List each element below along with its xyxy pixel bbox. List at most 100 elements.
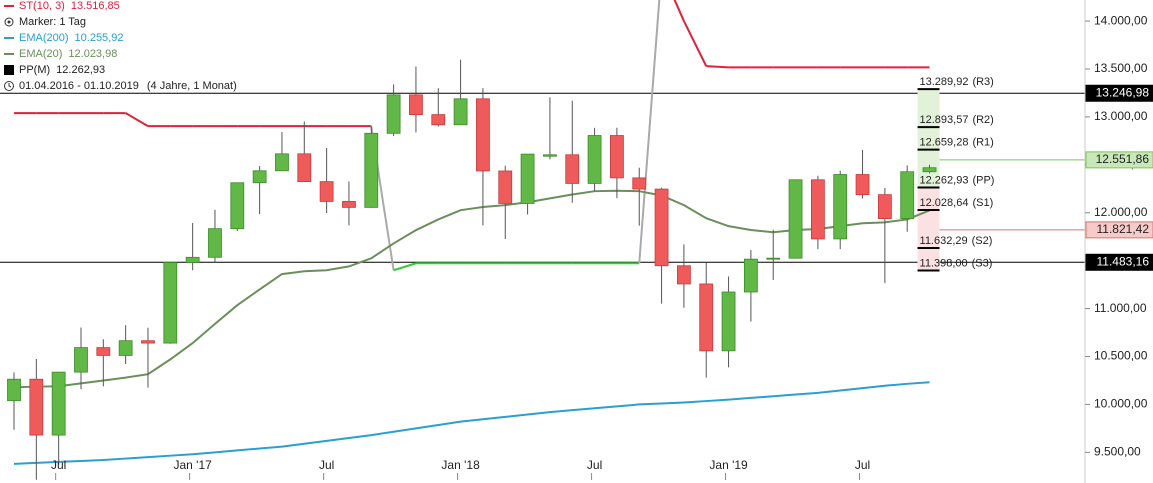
- legend: ST(10, 3) 13.516,85 Marker: 1 Tag EMA(200) 1…: [4, 0, 237, 92]
- y-tick-label: 10.000,00: [1094, 397, 1148, 411]
- candle-body: [409, 94, 423, 116]
- candle-body: [788, 179, 803, 259]
- candle-body: [319, 181, 334, 202]
- legend-value: 13.516,85: [71, 0, 120, 12]
- legend-entry: ST(10, 3) 13.516,85: [19, 0, 120, 12]
- candle-body: [386, 94, 401, 134]
- legend-name: Marker: 1 Tag: [19, 16, 86, 28]
- candle-body: [855, 174, 870, 196]
- legend-value: 12.023,98: [68, 48, 117, 60]
- x-tick-label: Jul: [587, 458, 602, 472]
- candle-body: [74, 347, 88, 373]
- pivot-name: (S2): [972, 235, 993, 247]
- ema-line: [13, 381, 930, 465]
- legend-icon: [4, 81, 14, 91]
- legend-entry: EMA(20) 12.023,98: [19, 48, 117, 60]
- pivot-up-zone: [917, 89, 940, 188]
- x-tick-label: Jan '19: [709, 458, 748, 472]
- candle-body: [587, 135, 602, 184]
- x-tick-label: Jan '18: [441, 458, 480, 472]
- price-box-label: 11.821,42: [1097, 222, 1150, 236]
- legend-name: PP(M): [19, 64, 50, 76]
- plot-area: 13.289,92 (R3)12.893,57 (R2)12.659,28 (R1)1…: [0, 0, 1085, 480]
- candle-body: [431, 114, 446, 126]
- y-tick-label: 14.000,00: [1094, 13, 1148, 27]
- pivot-name: (R2): [972, 114, 993, 126]
- price-box: [1085, 253, 1153, 271]
- candle-body: [453, 98, 468, 126]
- price-box-label: 12.551,86: [1096, 152, 1150, 166]
- pivot-label: 12.028,64 (S1): [920, 197, 994, 209]
- legend-icon: [7, 20, 11, 24]
- x-tick-label: Jul: [319, 458, 334, 472]
- candle-body: [565, 154, 580, 184]
- candle-body: [96, 347, 111, 356]
- candle-body: [141, 340, 155, 344]
- legend-name: EMA(200): [19, 32, 69, 44]
- legend-entry: 01.04.2016 - 01.10.2019 (4 Jahre, 1 Monat…: [19, 80, 237, 92]
- price-box: [1085, 151, 1153, 169]
- candle-body: [654, 188, 669, 267]
- price-box: [1085, 84, 1153, 102]
- candle-body: [743, 258, 758, 293]
- candle-body: [342, 201, 356, 208]
- candle-body: [766, 257, 781, 260]
- candle-body: [51, 371, 66, 436]
- candle-body: [230, 182, 245, 230]
- candle-body: [498, 170, 513, 204]
- pivot-label: 12.893,57 (R2): [920, 114, 994, 126]
- candle-body: [185, 256, 200, 263]
- price-box: [1085, 221, 1153, 239]
- pivot-label: 11.398,00 (S3): [920, 257, 993, 269]
- legend-span: (4 Jahre, 1 Monat): [147, 80, 237, 92]
- pivot-value: 12.028,64: [920, 197, 969, 209]
- candle-body: [877, 194, 892, 219]
- legend-icon: [4, 65, 14, 75]
- legend-value: 12.262,93: [56, 64, 105, 76]
- legend-entry: PP(M) 12.262,93: [19, 64, 105, 76]
- pivot-value: 12.262,93: [920, 174, 969, 186]
- candle-body: [29, 378, 44, 436]
- candle-body: [364, 132, 379, 208]
- x-tick-label: Jan '17: [173, 458, 212, 472]
- supertrend-segment: [683, 20, 708, 67]
- candle-body: [118, 340, 133, 356]
- legend-icon: [8, 83, 12, 88]
- legend-name: EMA(20): [19, 48, 62, 60]
- candle-body: [297, 153, 312, 183]
- pivot-label: 11.632,29 (S2): [920, 235, 993, 247]
- candle-body: [7, 378, 21, 402]
- y-tick-label: 13.500,00: [1094, 61, 1148, 75]
- pivot-name: (R1): [972, 136, 993, 148]
- pivot-value: 12.659,28: [920, 136, 969, 148]
- y-tick-label: 10.500,00: [1094, 349, 1148, 363]
- price-box-label: 11.483,16: [1097, 254, 1150, 268]
- pivot-name: (S3): [972, 257, 993, 269]
- candle-body: [699, 283, 714, 352]
- legend-range: 01.04.2016 - 01.10.2019: [19, 80, 139, 92]
- candle-body: [520, 153, 535, 204]
- supertrend-segment: [673, 0, 685, 22]
- candle-body: [476, 98, 490, 172]
- pivot-label: 12.659,28 (R1): [920, 136, 994, 148]
- pivot-name: (PP): [972, 174, 994, 186]
- candle-body: [900, 171, 915, 219]
- y-tick-label: 9.500,00: [1094, 445, 1141, 459]
- candle-body: [677, 265, 691, 285]
- y-tick-label: 12.000,00: [1094, 205, 1148, 219]
- candle-body: [163, 262, 178, 344]
- price-axis: 9.500,0010.000,0010.500,0011.000,0011.50…: [1084, 0, 1148, 483]
- supertrend-segment: [125, 112, 149, 127]
- candle-body: [922, 167, 937, 173]
- candle-body: [833, 174, 848, 240]
- candle-body: [275, 153, 289, 172]
- candle-body: [252, 170, 267, 184]
- candle-body: [721, 291, 736, 352]
- price-box-label: 13.246,98: [1096, 85, 1150, 99]
- y-tick-label: 13.000,00: [1094, 109, 1148, 123]
- y-tick-label: 11.000,00: [1094, 301, 1147, 315]
- pivot-value: 11.398,00: [920, 257, 968, 269]
- candle-body: [543, 154, 557, 157]
- pivot-label: 13.289,92 (R3): [920, 76, 994, 88]
